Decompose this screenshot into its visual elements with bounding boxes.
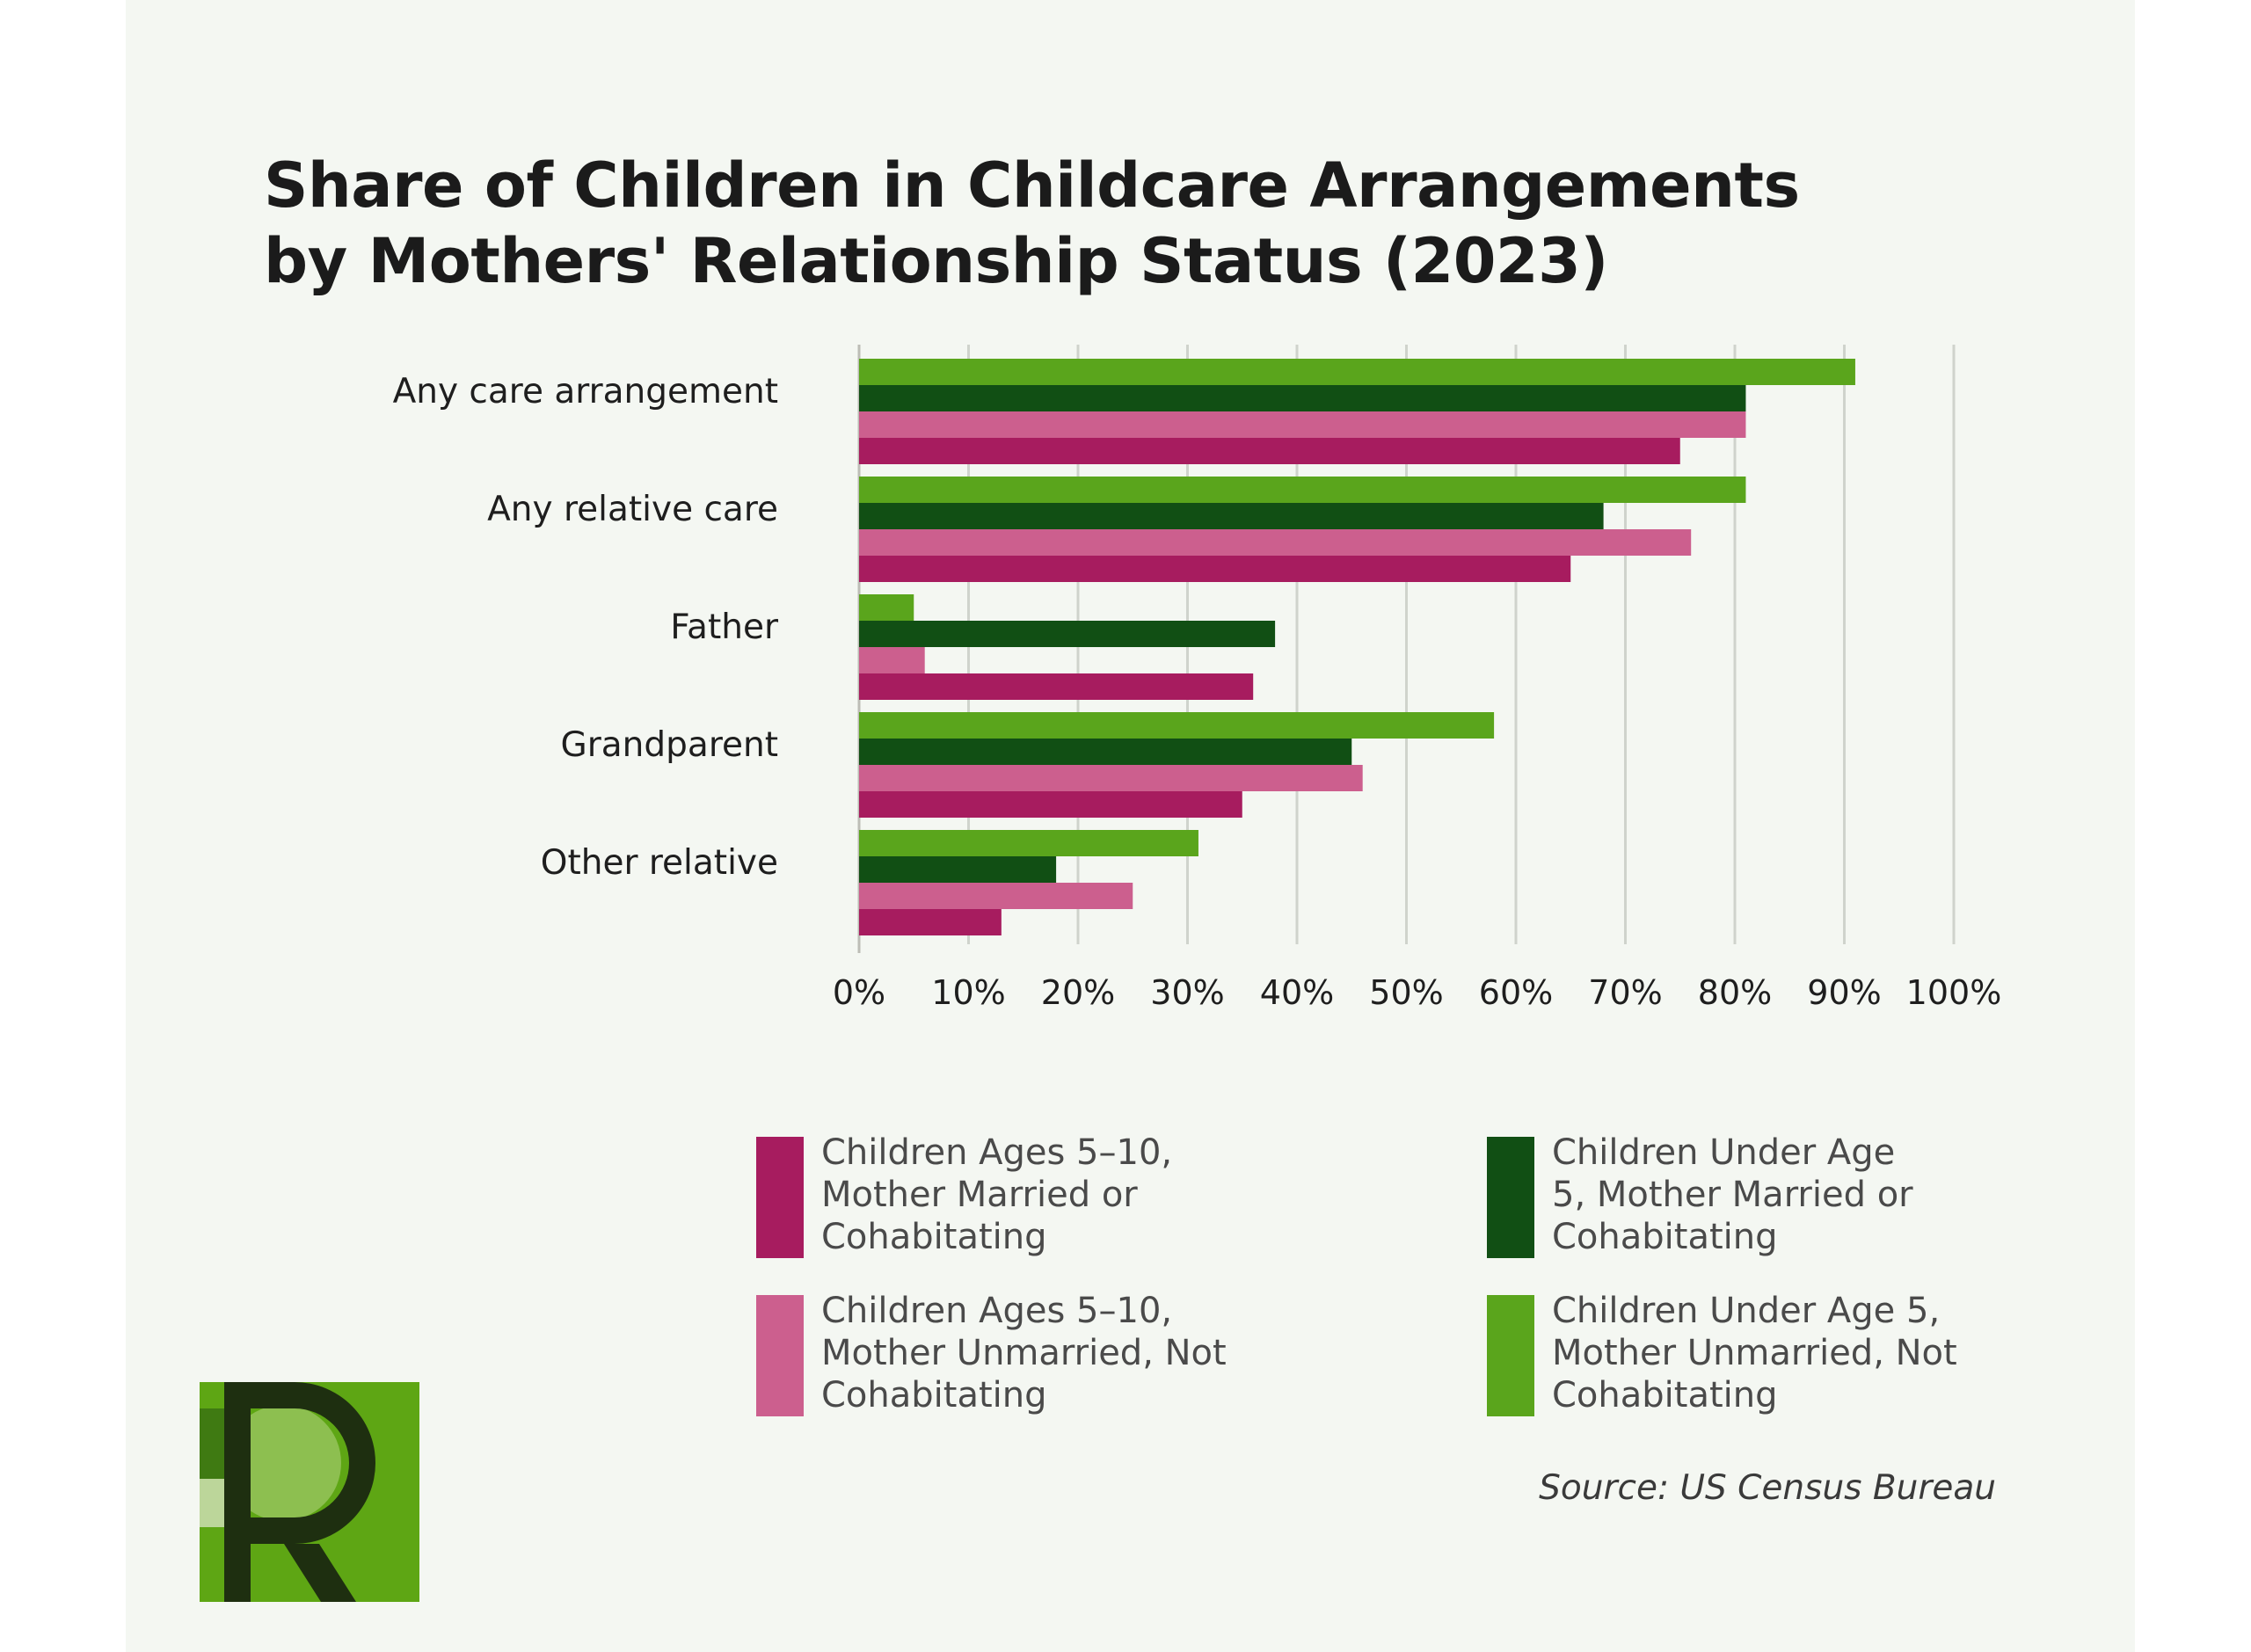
bar [859, 909, 1002, 935]
bar [859, 556, 1571, 582]
bar [859, 594, 914, 621]
bar [859, 791, 1242, 818]
legend-label: Children Under Age 5, Mother Unmarried, N… [1552, 1291, 1957, 1415]
legend-swatch [1487, 1137, 1534, 1258]
legend-label: Children Under Age 5, Mother Married or Co… [1552, 1132, 1913, 1257]
legend-swatch [756, 1137, 804, 1258]
x-tick-label: 60% [1479, 973, 1553, 1012]
bar [859, 477, 1746, 503]
category-label: Other relative [541, 843, 778, 883]
bar [859, 438, 1680, 464]
bar [859, 856, 1057, 883]
category-label: Any relative care [487, 490, 778, 529]
x-tick-label: 90% [1807, 973, 1881, 1012]
bar [859, 739, 1352, 765]
r-logo-icon [200, 1382, 419, 1602]
category-label: Grandparent [561, 725, 778, 765]
bar [859, 765, 1363, 791]
bar [859, 673, 1254, 700]
bar [859, 503, 1604, 529]
chart-title-line-1: Share of Children in Childcare Arrangeme… [264, 149, 1800, 222]
legend-swatch [1487, 1295, 1534, 1416]
chart-card [126, 0, 2135, 1652]
legend-label: Children Ages 5–10, Mother Unmarried, Not… [821, 1291, 1227, 1415]
bar [859, 529, 1692, 556]
bar [859, 621, 1276, 647]
bar [859, 883, 1133, 909]
bar [859, 359, 1855, 385]
x-tick-label: 70% [1588, 973, 1662, 1012]
bar [859, 647, 925, 673]
x-tick-label: 40% [1260, 973, 1334, 1012]
category-label: Any care arrangement [393, 372, 778, 411]
x-tick-label: 50% [1369, 973, 1443, 1012]
x-tick-label: 20% [1041, 973, 1115, 1012]
x-tick-label: 10% [931, 973, 1005, 1012]
chart-title: Share of Children in Childcare Arrangeme… [264, 148, 1847, 299]
chart-title-line-2: by Mothers' Relationship Status (2023) [264, 225, 1608, 297]
bar [859, 712, 1495, 739]
x-tick-label: 0% [833, 973, 885, 1012]
source-note: Source: US Census Bureau [1539, 1468, 1996, 1508]
bar [859, 830, 1198, 856]
x-tick-label: 80% [1698, 973, 1772, 1012]
category-label: Father [670, 608, 779, 647]
x-tick-label: 30% [1150, 973, 1224, 1012]
x-tick-label: 100% [1906, 973, 2002, 1012]
legend-swatch [756, 1295, 804, 1416]
bar [859, 411, 1746, 438]
bar [859, 385, 1746, 411]
legend-label: Children Ages 5–10, Mother Married or Coha… [821, 1132, 1173, 1257]
